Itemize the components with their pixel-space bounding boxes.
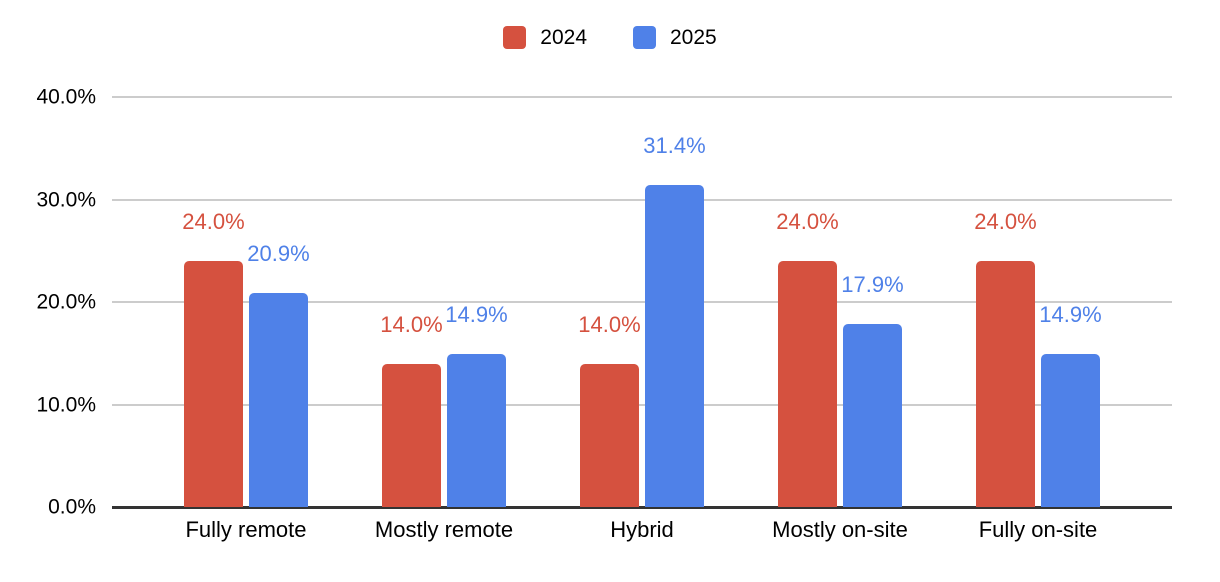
bar-value-label: 14.0% [578,311,641,337]
bar-slot: 24.0% [974,211,1037,507]
legend-swatch-2025 [633,26,656,49]
bar-value-label: 20.9% [247,240,310,266]
legend-label: 2024 [540,26,587,49]
bar-slot: 14.9% [1039,304,1102,507]
y-axis-tick-label: 40.0% [36,85,96,109]
bar-slot: 24.0% [776,211,839,507]
bar-value-label: 14.0% [380,311,443,337]
legend-item-2024: 2024 [503,26,587,49]
x-axis-category-label: Hybrid [610,517,674,542]
bar-slot: 17.9% [841,273,904,507]
y-axis-tick-label: 30.0% [36,187,96,211]
gridline [112,403,1172,406]
y-axis-tick-label: 20.0% [36,290,96,314]
bar-slot: 24.0% [182,211,245,507]
x-axis-line [112,505,1172,509]
bar-2024 [184,261,243,507]
bar-slot: 14.0% [380,313,443,507]
bar-value-label: 31.4% [643,133,706,159]
bar-slot: 31.4% [643,135,706,507]
bar-group: 24.0% 17.9% [776,211,904,507]
y-axis-tick-label: 10.0% [36,392,96,416]
bar-group: 24.0% 20.9% [182,211,310,507]
legend-item-2025: 2025 [633,26,717,49]
bar-group: 24.0% 14.9% [974,211,1102,507]
chart-legend: 2024 2025 [0,26,1220,49]
bar-value-label: 14.9% [445,302,508,328]
bar-2025 [249,292,308,507]
bar-2024 [382,363,441,507]
bar-group: 14.0% 31.4% [578,135,706,507]
bar-2024 [778,261,837,507]
bar-slot: 14.9% [445,304,508,507]
bar-2025 [447,354,506,507]
y-axis-tick-label: 0.0% [48,495,96,519]
bar-value-label: 14.9% [1039,302,1102,328]
bar-2025 [645,185,704,507]
bar-2025 [1041,354,1100,507]
bar-value-label: 24.0% [182,209,245,234]
bar-2024 [976,261,1035,507]
x-axis-category-label: Mostly remote [374,517,514,542]
bar-group: 14.0% 14.9% [380,304,508,507]
bar-slot: 14.0% [578,313,641,507]
gridline [112,301,1172,303]
legend-label: 2025 [670,26,717,49]
bar-2025 [843,323,902,507]
x-axis-category-label: Fully remote [185,517,307,542]
bar-slot: 20.9% [247,242,310,507]
bar-value-label: 24.0% [776,209,839,234]
gridline [112,198,1172,201]
bar-value-label: 17.9% [841,271,904,297]
bar-2024 [580,363,639,507]
gridline [112,96,1172,98]
x-axis-category-label: Mostly on-site [772,517,908,542]
bar-value-label: 24.0% [974,209,1037,234]
x-axis-category-label: Fully on-site [978,517,1098,542]
legend-swatch-2024 [503,26,527,49]
